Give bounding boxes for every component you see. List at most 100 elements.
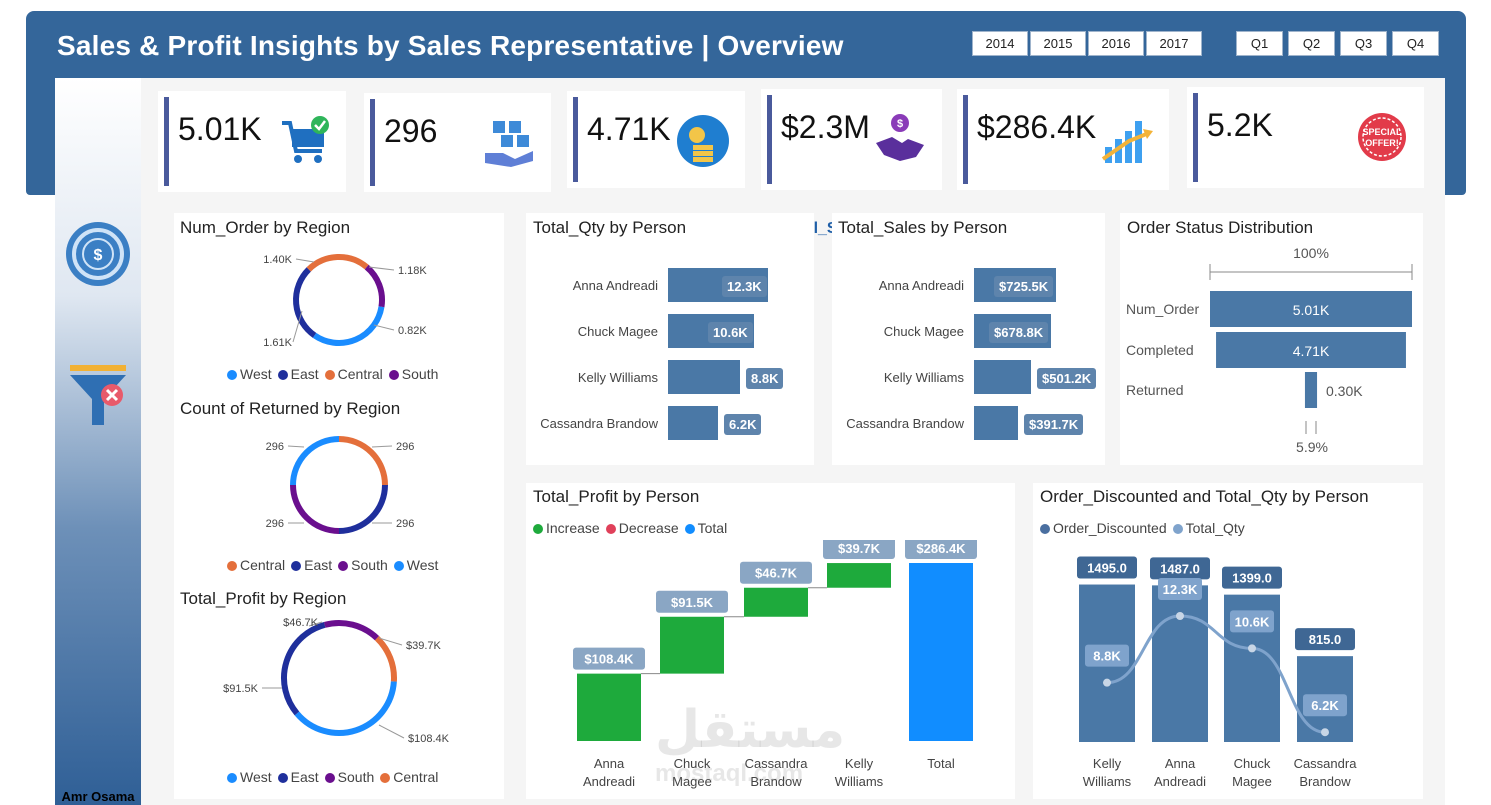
legend-label: Central	[240, 557, 286, 573]
donut-slice-east	[338, 484, 388, 534]
legend-item-west[interactable]: West	[393, 557, 438, 573]
quarter-option-q1[interactable]: Q1	[1236, 31, 1283, 56]
year-option-2014[interactable]: 2014	[972, 31, 1028, 56]
waterfall-data-label: $286.4K	[916, 541, 966, 556]
donut-slice-central	[338, 436, 388, 486]
funnel-data-label: 5.01K	[1293, 302, 1330, 318]
year-option-2015[interactable]: 2015	[1030, 31, 1086, 56]
quarter-option-q3[interactable]: Q3	[1340, 31, 1387, 56]
waterfall-data-label-group: $91.5K	[656, 590, 728, 613]
qty-title: Total_Qty by Person	[533, 218, 687, 237]
discounted-bar[interactable]	[1152, 585, 1208, 742]
year-option-2016[interactable]: 2016	[1088, 31, 1144, 56]
combo-axis-label: Magee	[1232, 774, 1272, 789]
quarter-option-q4[interactable]: Q4	[1392, 31, 1439, 56]
legend-item-total[interactable]: Total	[684, 520, 727, 536]
bar[interactable]	[668, 360, 740, 394]
waterfall-total-bar[interactable]	[909, 563, 973, 741]
legend-dot	[227, 773, 237, 783]
waterfall-data-label-bg	[823, 540, 895, 560]
legend-item-central[interactable]: Central	[227, 557, 285, 573]
donut-profit-chart: $108.4K $91.5K $46.7K $39.7K	[223, 617, 450, 745]
legend-item-west[interactable]: West	[227, 769, 272, 785]
combo-axis-label: Anna	[1165, 756, 1196, 771]
qty-point[interactable]	[1103, 678, 1111, 687]
line-label-group: 6.2K	[1303, 694, 1347, 717]
legend-item-increase[interactable]: Increase	[533, 520, 600, 536]
leader-line	[378, 724, 405, 739]
dollar-coin-icon[interactable]: $	[65, 221, 131, 287]
legend-item-order_discounted[interactable]: Order_Discounted	[1040, 520, 1167, 536]
funnel-bar[interactable]	[1210, 291, 1412, 327]
waterfall-increase-bar[interactable]	[744, 587, 808, 617]
waterfall-increase-bar[interactable]	[577, 673, 641, 741]
waterfall-increase-bar[interactable]	[827, 563, 891, 588]
legend-item-west[interactable]: West	[227, 366, 272, 382]
status-chart: 100% Num_Order 5.01K Completed 4.71K Returned…	[1126, 245, 1413, 455]
legend-item-east[interactable]: East	[291, 557, 332, 573]
donut-data-label: 296	[396, 441, 414, 453]
legend-label: Decrease	[618, 520, 679, 536]
funnel-bar[interactable]	[1304, 372, 1318, 408]
legend-item-east[interactable]: East	[277, 366, 319, 382]
legend-dot	[277, 370, 288, 380]
legend-item-decrease[interactable]: Decrease	[605, 520, 679, 536]
legend-item-south[interactable]: South	[324, 769, 375, 785]
leader-line	[308, 621, 323, 627]
waterfall-axis-label: Kelly	[845, 756, 874, 771]
donut-data-label: 1.18K	[398, 265, 427, 277]
legend-dot	[291, 561, 302, 571]
legend-dot	[388, 370, 399, 380]
donut-orders-title: Num_Order by Region	[180, 218, 351, 237]
donut-orders-chart: 1.61K 1.40K 1.18K 0.82K	[263, 254, 427, 349]
donut-data-label: 296	[266, 441, 284, 453]
legend-label: Central	[337, 366, 383, 382]
bar-category-label: Chuck Magee	[577, 324, 658, 339]
legend-dot	[684, 524, 695, 534]
legend-item-total_qty[interactable]: Total_Qty	[1172, 520, 1245, 536]
waterfall-axis-label: Brandow	[750, 774, 802, 789]
legend-item-south[interactable]: South	[338, 557, 388, 573]
bar-label-group: 1495.0	[1077, 556, 1137, 579]
filter-clear-icon[interactable]	[68, 363, 128, 429]
qty-point[interactable]	[1176, 612, 1184, 620]
quarter-option-q2[interactable]: Q2	[1288, 31, 1335, 56]
donut-data-label: 1.61K	[263, 337, 292, 349]
leader-line	[373, 324, 395, 331]
legend-dot	[1172, 524, 1183, 534]
qty-point[interactable]	[1321, 728, 1329, 737]
legend-label: South	[337, 769, 375, 785]
waterfall-increase-bar[interactable]	[660, 616, 724, 674]
funnel-bar[interactable]	[1216, 332, 1406, 368]
bar-label-group: 1399.0	[1222, 566, 1282, 589]
line-label-bg	[1085, 644, 1129, 667]
year-option-2017[interactable]: 2017	[1146, 31, 1202, 56]
waterfall-axis-label: Cassandra	[745, 756, 809, 771]
legend-label: East	[290, 366, 319, 382]
legend-item-central[interactable]: Central	[324, 366, 383, 382]
legend-label: Increase	[546, 520, 600, 536]
kpi-card-completed: 4.71K Completed	[567, 91, 745, 241]
legend-dot	[324, 370, 335, 380]
leader-line	[287, 445, 305, 448]
legend-label: Central	[393, 769, 439, 785]
donut-profit-legend: West East South Central	[227, 769, 444, 785]
donut-slice-central	[306, 254, 369, 272]
legend-label: Total_Qty	[1185, 520, 1245, 536]
bar[interactable]	[668, 406, 718, 440]
legend-item-central[interactable]: Central	[380, 769, 438, 785]
kpi-value: $2.3M	[781, 109, 870, 145]
qty-point[interactable]	[1248, 644, 1256, 653]
bar[interactable]	[974, 406, 1018, 440]
funnel-category-label: Returned	[1126, 382, 1184, 398]
donut-slice-south	[364, 264, 385, 308]
donut-slice-west	[290, 436, 340, 486]
legend-label: South	[351, 557, 388, 573]
kpi-card-total_profit: $286.4K Total_Profit	[957, 89, 1169, 237]
legend-item-east[interactable]: East	[277, 769, 319, 785]
legend-item-south[interactable]: South	[388, 366, 438, 382]
waterfall-title: Total_Profit by Person	[533, 487, 700, 506]
bar[interactable]	[974, 360, 1031, 394]
waterfall-data-label-group: $39.7K	[823, 540, 895, 560]
leader-line	[378, 637, 403, 646]
